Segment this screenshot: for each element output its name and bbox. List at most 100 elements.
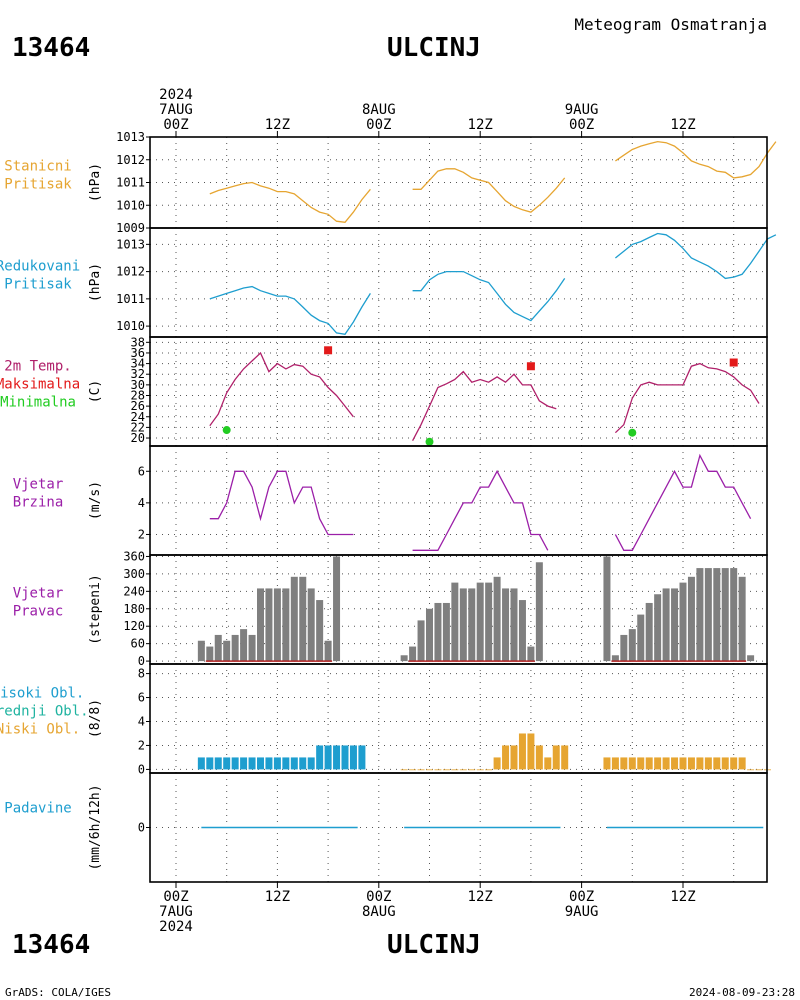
station-name-bottom: ULCINJ [387, 930, 481, 960]
wind-dir-bar [273, 588, 281, 662]
time-label-top: 00Z [163, 117, 188, 133]
cloud-low-bar [679, 757, 687, 770]
station-id-bottom: 13464 [12, 930, 90, 960]
y-tick-label: 28 [131, 388, 145, 402]
cloud-low-bar [518, 733, 526, 770]
y-tick-label: 22 [131, 420, 145, 434]
wind-dir-bar [417, 620, 425, 662]
y-tick-label: 30 [131, 378, 145, 392]
time-label-top: 12Z [670, 117, 695, 133]
wind-dir-bar [434, 602, 442, 662]
y-tick-label: 2 [138, 738, 145, 752]
panel-wind_direction: 0 60 120 180 240 300 360 Vjetar Pravac (stepeni) [13, 549, 768, 668]
wind-dir-bar [240, 629, 248, 662]
time-label-bottom: 00Z [569, 889, 594, 905]
time-label-top: 2024 [159, 87, 193, 103]
cloud-low-bar [561, 745, 569, 770]
panel-frame [149, 227, 768, 338]
wind-dir-bar [197, 640, 205, 662]
cloud-high-bar [197, 757, 205, 770]
panel-label: Stanicni [4, 159, 71, 175]
y-axis-label: (hPa) [88, 163, 103, 202]
cloud-low-bar [451, 769, 459, 771]
y-axis-label: (m/s) [88, 481, 103, 520]
panel-label: Padavine [4, 801, 71, 817]
cloud-low-bar [687, 757, 695, 770]
cloud-low-bar [400, 769, 408, 771]
cloud-high-bar [206, 757, 214, 770]
time-label-top: 8AUG [362, 102, 396, 118]
wind-dir-bar [620, 634, 628, 662]
cloud-low-bar [502, 745, 510, 770]
panel-label: Vjetar [13, 477, 64, 493]
cloud-high-bar [307, 757, 315, 770]
meteogram-subtitle: Meteogram Osmatranja [574, 15, 767, 34]
cloud-low-bar [755, 769, 763, 771]
cloud-high-bar [324, 745, 332, 770]
cloud-low-bar [620, 757, 628, 770]
wind-dir-bar [637, 614, 645, 662]
y-tick-label: 1009 [116, 221, 145, 235]
panel-label: Pravac [13, 604, 64, 620]
tmin-marker [628, 428, 637, 437]
cloud-high-bar [282, 757, 290, 770]
cloud-high-bar [273, 757, 281, 770]
y-tick-label: 1011 [116, 292, 145, 306]
cloud-high-bar [214, 757, 222, 770]
wind-dir-bar [409, 646, 417, 662]
wind-dir-bar [493, 576, 501, 662]
wind-dir-bar [459, 588, 467, 662]
series-line [209, 351, 354, 427]
wind-dir-bar [485, 582, 493, 662]
series-line [412, 168, 566, 213]
station-name-top: ULCINJ [387, 33, 481, 63]
wind-dir-bar [696, 568, 704, 662]
wind-dir-bar [248, 634, 256, 662]
time-label-top: 12Z [265, 117, 290, 133]
y-tick-label: 1012 [116, 265, 145, 279]
cloud-high-bar [341, 745, 349, 770]
panel-label: Pritisak [4, 277, 72, 293]
series-line [209, 181, 371, 223]
time-label-bottom: 9AUG [565, 904, 599, 920]
cloud-high-bar [299, 757, 307, 770]
cloud-low-bar [730, 757, 738, 770]
time-label-bottom: 12Z [670, 889, 695, 905]
time-label-top: 00Z [366, 117, 391, 133]
y-tick-label: 4 [138, 714, 145, 728]
wind-dir-bar [290, 576, 298, 662]
panel-clouds: 0 2 4 6 8 Visoki Obl. Srednji Obl. Niski Obl. (8… [0, 663, 771, 776]
cloud-low-bar [671, 757, 679, 770]
wind-dir-bar [687, 576, 695, 662]
panel-frame [149, 772, 768, 883]
wind-dir-bar [451, 582, 459, 662]
wind-dir-bar [316, 600, 324, 662]
panel-reduced_pressure: 1010 1011 1012 1013 Redukovani Pritisak (hPa) [0, 227, 777, 338]
cloud-low-bar [611, 757, 619, 770]
wind-dir-bar [645, 602, 653, 662]
wind-dir-bar [426, 608, 433, 662]
y-tick-label: 1010 [116, 319, 145, 333]
panel-label: Srednji Obl. [0, 704, 89, 720]
panel-label: Vjetar [13, 586, 64, 602]
y-tick-label: 240 [123, 584, 145, 598]
wind-dir-bar [662, 588, 670, 662]
y-tick-label: 32 [131, 367, 145, 381]
wind-dir-bar [510, 588, 518, 662]
wind-dir-bar [654, 594, 662, 662]
series-line [412, 270, 566, 322]
tmin-marker [425, 437, 434, 446]
cloud-low-bar [603, 757, 611, 770]
series-line [615, 140, 777, 179]
cloud-low-bar [409, 769, 417, 771]
cloud-low-bar [510, 745, 518, 770]
wind-dir-bar [671, 588, 679, 662]
cloud-low-bar [527, 733, 535, 770]
panel-wind_speed: 2 4 6 Vjetar Brzina (m/s) [13, 445, 768, 556]
y-tick-label: 36 [131, 346, 145, 360]
tmax-marker [729, 358, 738, 367]
cloud-high-bar [257, 757, 264, 770]
cloud-low-bar [468, 769, 476, 771]
y-tick-label: 1012 [116, 153, 145, 167]
